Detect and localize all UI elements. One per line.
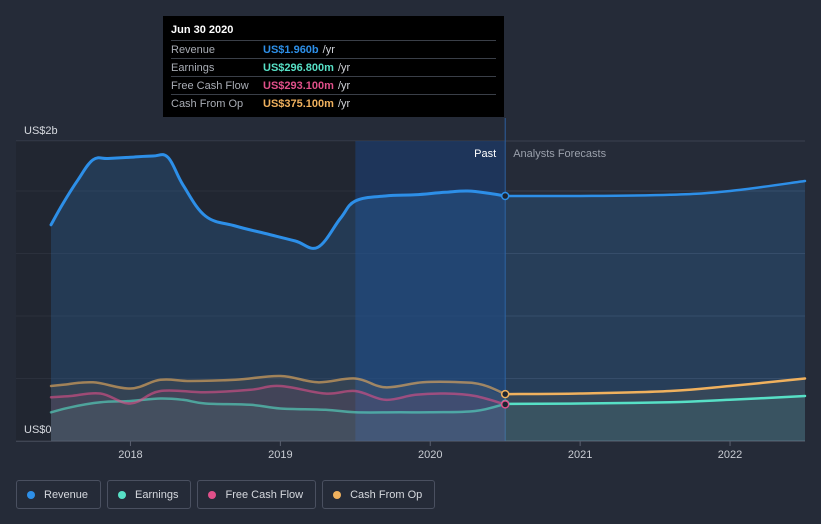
chart-plot: US$2b US$0 2018 2019 2020 2021 2022 Past Analyst… bbox=[16, 118, 807, 461]
legend-label: Revenue bbox=[44, 488, 89, 501]
tooltip-unit: /yr bbox=[337, 97, 351, 110]
y-tick-label: US$0 bbox=[24, 424, 52, 436]
forecast-line-earnings bbox=[503, 394, 807, 406]
tooltip-unit: /yr bbox=[337, 61, 351, 74]
series-line-earnings bbox=[49, 397, 507, 414]
x-tick-label: 2021 bbox=[568, 449, 592, 461]
legend-label: Earnings bbox=[135, 488, 179, 501]
tooltip-label: Earnings bbox=[171, 61, 215, 74]
x-tick-label: 2022 bbox=[718, 449, 742, 461]
legend-dot-icon bbox=[208, 490, 217, 499]
legend-item-revenue[interactable]: Revenue bbox=[16, 480, 102, 509]
tooltip-row-free-cash-flow: Free Cash Flow US$293.100m /yr bbox=[171, 76, 496, 94]
series-line-revenue bbox=[49, 153, 507, 250]
series-line-free-cash-flow bbox=[49, 384, 507, 406]
legend-dot-icon bbox=[118, 490, 127, 499]
tooltip-row-cash-from-op: Cash From Op US$375.100m /yr bbox=[171, 94, 496, 112]
tooltip-label: Free Cash Flow bbox=[171, 79, 249, 92]
tooltip-row-earnings: Earnings US$296.800m /yr bbox=[171, 58, 496, 76]
legend-dot-icon bbox=[333, 490, 342, 499]
chart-tooltip: Jun 30 2020 Revenue US$1.960b /yr Earnin… bbox=[163, 16, 504, 117]
legend-item-free-cash-flow[interactable]: Free Cash Flow bbox=[197, 480, 317, 509]
y-tick-label: US$2b bbox=[24, 125, 58, 137]
marker-revenue bbox=[500, 191, 510, 201]
marker-free-cash-flow bbox=[500, 400, 510, 409]
x-tick-label: 2019 bbox=[268, 449, 292, 461]
tooltip-unit: /yr bbox=[337, 79, 351, 92]
legend-item-earnings[interactable]: Earnings bbox=[107, 480, 192, 509]
tooltip-value: US$1.960b bbox=[263, 43, 319, 56]
forecast-line-revenue bbox=[503, 179, 807, 198]
legend-label: Cash From Op bbox=[350, 488, 423, 501]
chart-legend: Revenue Earnings Free Cash Flow Cash Fro… bbox=[16, 480, 436, 510]
marker-cash-from-op bbox=[500, 389, 510, 399]
tooltip-value: US$293.100m bbox=[263, 79, 334, 92]
tooltip-date: Jun 30 2020 bbox=[171, 24, 234, 36]
tooltip-label: Cash From Op bbox=[171, 97, 244, 110]
past-label: Past bbox=[474, 148, 496, 160]
tooltip-unit: /yr bbox=[322, 43, 335, 56]
tooltip-label: Revenue bbox=[171, 43, 216, 56]
legend-label: Free Cash Flow bbox=[225, 488, 304, 501]
forecast-line-cash-from-op bbox=[503, 377, 807, 396]
tooltip-value: US$375.100m bbox=[263, 97, 334, 110]
legend-item-cash-from-op[interactable]: Cash From Op bbox=[322, 480, 436, 509]
tooltip-value: US$296.800m bbox=[263, 61, 334, 74]
series-area-cash-from-op bbox=[50, 375, 805, 441]
legend-dot-icon bbox=[27, 490, 35, 499]
revenue-area bbox=[50, 154, 805, 441]
series-line-cash-from-op bbox=[49, 374, 507, 396]
forecast-label: Analysts Forecasts bbox=[513, 148, 606, 160]
series-area-earnings bbox=[50, 396, 805, 441]
x-tick-label: 2018 bbox=[118, 449, 142, 461]
x-tick-label: 2020 bbox=[418, 449, 442, 461]
tooltip-row-revenue: Revenue US$1.960b /yr bbox=[171, 40, 496, 58]
